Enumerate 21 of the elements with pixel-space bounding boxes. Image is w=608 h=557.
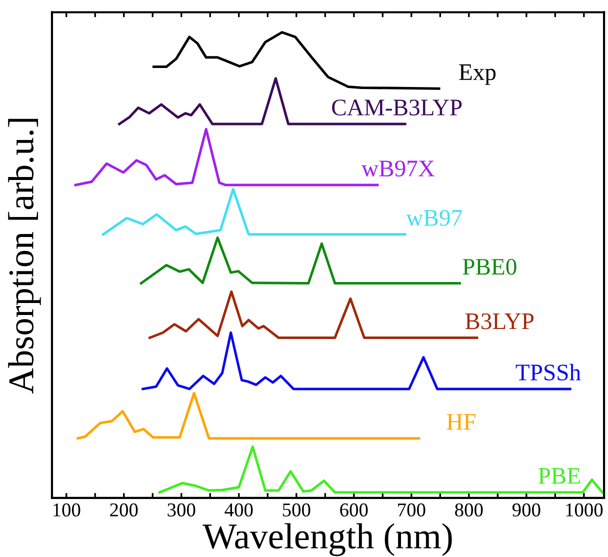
x-tick-label: 600 [340, 503, 368, 517]
y-axis-title: Absorption [arb.u.] [8, 118, 41, 394]
x-tick-label: 1000 [566, 503, 603, 517]
series-label: Exp [459, 64, 496, 85]
x-tick-label: 100 [53, 503, 80, 517]
x-tick-label: 200 [110, 503, 138, 517]
x-tick-label: 500 [282, 503, 310, 517]
series-label: B3LYP [465, 313, 534, 330]
series-label: CAM-B3LYP [332, 100, 462, 116]
x-tick-label: 800 [455, 503, 483, 517]
x-tick-label: 900 [512, 503, 540, 517]
x-tick-label: 700 [398, 503, 426, 517]
x-axis-title: Wavelength (nm) [202, 523, 452, 556]
x-tick-label: 300 [168, 503, 196, 517]
series-label: wB97 [406, 210, 462, 226]
series-label: HF [446, 414, 476, 430]
x-tick-label: 400 [224, 503, 253, 517]
series-label: wB97X [362, 160, 435, 176]
series-label: TPSSh [516, 364, 581, 380]
series-label: PBE0 [462, 258, 516, 275]
series-label: PBE [538, 468, 580, 484]
